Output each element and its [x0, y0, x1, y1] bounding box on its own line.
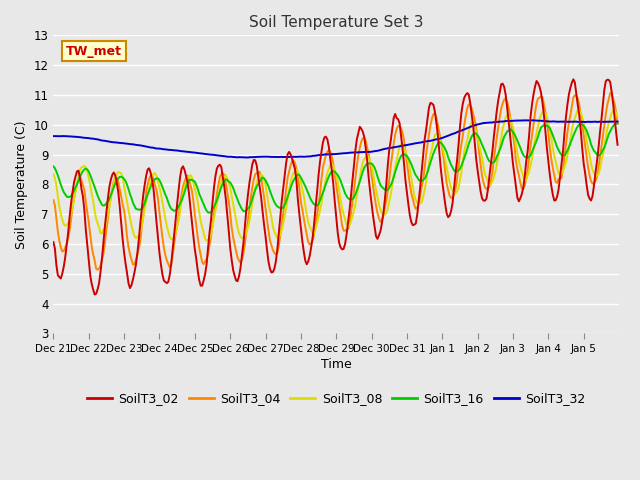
Title: Soil Temperature Set 3: Soil Temperature Set 3	[249, 15, 424, 30]
Legend: SoilT3_02, SoilT3_04, SoilT3_08, SoilT3_16, SoilT3_32: SoilT3_02, SoilT3_04, SoilT3_08, SoilT3_…	[82, 387, 590, 410]
Text: TW_met: TW_met	[66, 45, 122, 58]
Y-axis label: Soil Temperature (C): Soil Temperature (C)	[15, 120, 28, 249]
X-axis label: Time: Time	[321, 358, 351, 371]
